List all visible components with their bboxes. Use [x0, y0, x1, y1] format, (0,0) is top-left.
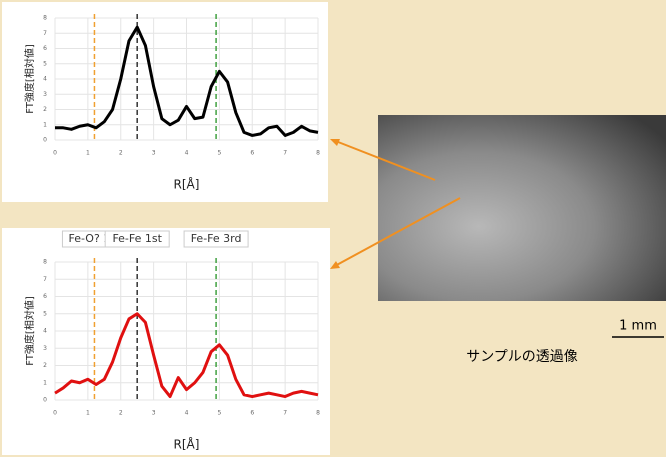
y-tick-label: 0: [43, 137, 47, 144]
y-tick-label: 8: [43, 259, 47, 266]
y-tick-label: 4: [43, 328, 47, 335]
x-tick-label: 6: [250, 150, 254, 157]
x-axis-label: R[Å]: [174, 177, 200, 192]
y-axis-label: FT強度[相対値]: [23, 44, 36, 114]
y-tick-label: 0: [43, 397, 47, 404]
y-tick-label: 2: [43, 106, 47, 113]
x-tick-label: 3: [152, 150, 156, 157]
x-tick-label: 8: [316, 150, 320, 157]
arrow-head: [330, 139, 340, 146]
x-tick-label: 5: [217, 410, 221, 417]
x-tick-label: 8: [316, 410, 320, 417]
x-tick-label: 2: [119, 410, 123, 417]
x-tick-label: 0: [53, 410, 57, 417]
slide: 1 mm サンプルの透過像 0 1 2 3 4 5 6 7 8 0 1 2 3 4 5 6 7 8 R[Å] FT強度…: [0, 0, 666, 457]
y-tick-label: 1: [43, 121, 47, 128]
y-tick-label: 4: [43, 76, 47, 83]
y-tick-label: 1: [43, 379, 47, 386]
sample-photo: [378, 115, 666, 301]
x-tick-label: 2: [119, 150, 123, 157]
chart-frame: [2, 2, 328, 202]
x-tick-label: 4: [185, 410, 189, 417]
scale-label: 1 mm: [619, 319, 657, 334]
annotation: Fe-Fe 3rd: [191, 232, 242, 245]
y-tick-label: 5: [43, 310, 47, 317]
slide-canvas: 1 mm サンプルの透過像 0 1 2 3 4 5 6 7 8 0 1 2 3 4 5 6 7 8 R[Å] FT強度…: [0, 0, 666, 457]
y-tick-label: 2: [43, 362, 47, 369]
y-tick-label: 6: [43, 293, 47, 300]
x-tick-label: 7: [283, 410, 287, 417]
x-tick-label: 1: [86, 150, 90, 157]
y-tick-label: 3: [43, 91, 47, 98]
y-tick-label: 8: [43, 15, 47, 22]
x-axis-label: R[Å]: [174, 437, 200, 452]
y-tick-label: 6: [43, 45, 47, 52]
y-tick-label: 7: [43, 30, 47, 37]
image-caption: サンプルの透過像: [466, 349, 578, 365]
y-tick-label: 5: [43, 60, 47, 67]
x-tick-label: 4: [185, 150, 189, 157]
x-tick-label: 1: [86, 410, 90, 417]
x-tick-label: 6: [250, 410, 254, 417]
x-tick-label: 0: [53, 150, 57, 157]
x-tick-label: 5: [217, 150, 221, 157]
y-axis-label: FT強度[相対値]: [23, 296, 36, 366]
x-tick-label: 3: [152, 410, 156, 417]
y-tick-label: 7: [43, 276, 47, 283]
x-tick-label: 7: [283, 150, 287, 157]
annotation: Fe-Fe 1st: [112, 232, 162, 245]
y-tick-label: 3: [43, 345, 47, 352]
